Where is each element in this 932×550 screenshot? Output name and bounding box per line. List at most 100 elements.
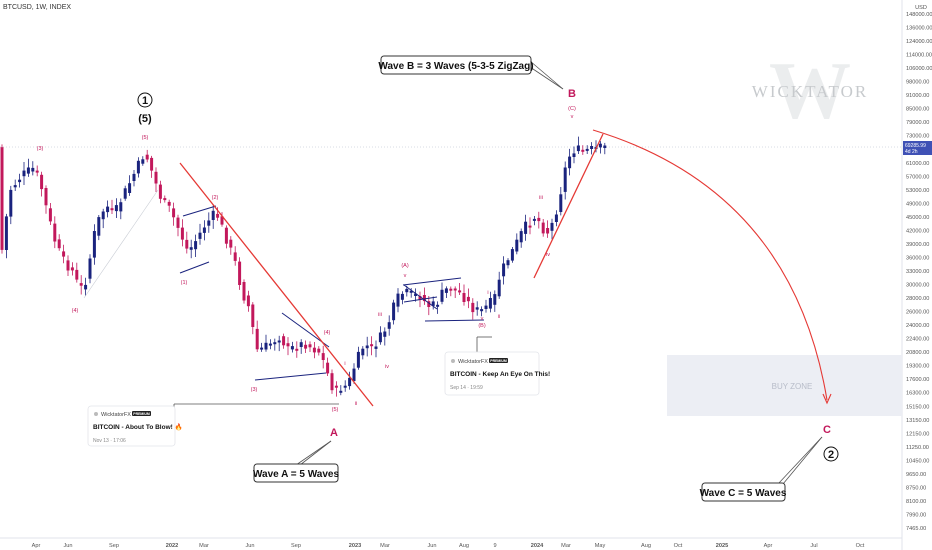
- price-tick-label: 10450.00: [906, 458, 929, 464]
- watermark-text: WICKTATOR: [752, 82, 868, 101]
- candle-body: [277, 340, 281, 343]
- callout-wave-b-text: Wave B = 3 Waves (5-3-5 ZigZag): [378, 61, 533, 72]
- plot-area[interactable]: [0, 0, 902, 538]
- wave-label: iii: [378, 312, 382, 318]
- premium-badge-text: PREMIUM: [133, 412, 150, 416]
- buy-zone-label: BUY ZONE: [772, 382, 813, 391]
- buy-zone-rect[interactable]: [667, 355, 902, 416]
- candle-body: [136, 160, 140, 174]
- candle-body: [392, 302, 396, 321]
- candle-body: [31, 167, 35, 172]
- wave-label: (A): [401, 263, 409, 269]
- candle-body: [251, 304, 255, 327]
- candle-body: [22, 170, 26, 177]
- symbol-header: BTCUSD, 1W, INDEX: [3, 4, 71, 11]
- idea-card-2[interactable]: WicktatorFX PREMIUM BITCOIN - Keep An Ey…: [444, 351, 550, 396]
- time-tick-label: Sep: [291, 543, 301, 549]
- time-axis[interactable]: Apr Jun Sep 2022 Mar Jun Sep 2023 Mar Jun Aug 9 2024…: [32, 543, 865, 549]
- card-title: BITCOIN - About To Blow! 🔥: [93, 423, 183, 431]
- candle-body: [576, 145, 580, 152]
- price-tick-label: 11250.00: [906, 445, 929, 451]
- candle-body: [453, 288, 457, 291]
- price-tick-label: 8100.00: [906, 499, 926, 505]
- candle-body: [537, 217, 541, 222]
- candle-body: [444, 288, 448, 293]
- candle-body: [304, 344, 308, 349]
- callout-wave-b[interactable]: Wave B = 3 Waves (5-3-5 ZigZag): [378, 55, 564, 90]
- candle-body: [44, 188, 48, 206]
- price-tick-label: 12150.00: [906, 431, 929, 437]
- card-avatar-icon: [451, 359, 455, 363]
- candle-body: [541, 222, 545, 234]
- channel-3-lower: [424, 319, 485, 322]
- wave-label: i: [487, 290, 488, 296]
- candle-body: [286, 343, 290, 347]
- candle-body: [480, 309, 484, 312]
- callout-wave-a[interactable]: Wave A = 5 Waves: [253, 440, 339, 483]
- candle-body: [462, 293, 466, 302]
- candle-body: [216, 213, 220, 218]
- candle-body: [110, 208, 114, 211]
- callout-wave-a-text: Wave A = 5 Waves: [253, 469, 339, 480]
- candle-body: [497, 279, 501, 297]
- wicktator-watermark: W WICKTATOR: [752, 45, 868, 136]
- price-axis[interactable]: USD 148000.00 136000.00 124000.00 114000.00…: [906, 5, 932, 532]
- candle-body: [471, 302, 475, 313]
- candle-body: [326, 362, 330, 374]
- candle-body: [260, 347, 264, 350]
- price-tick-label: 61000.00: [906, 161, 929, 167]
- candle-body: [18, 179, 22, 183]
- candle-body: [238, 261, 242, 285]
- candle-body: [9, 189, 13, 217]
- current-price-tag: 69285.99 4d 2h: [903, 141, 932, 155]
- wave-label: v: [571, 114, 574, 120]
- downtrend-line: [179, 162, 374, 407]
- time-tick-label: 2024: [531, 543, 544, 549]
- candle-body: [334, 385, 338, 388]
- ghost-trend: [83, 189, 159, 299]
- idea-card-1[interactable]: WicktatorFX PREMIUM BITCOIN - About To B…: [87, 405, 183, 447]
- callout-wave-c[interactable]: Wave C = 5 Waves: [700, 436, 823, 502]
- candle-body: [484, 305, 488, 309]
- time-tick-label: 2023: [349, 543, 361, 549]
- price-tick-label: 15150.00: [906, 404, 929, 410]
- wave-2-label: 2: [828, 449, 834, 461]
- candle-body: [554, 214, 558, 222]
- candle-body: [114, 205, 118, 212]
- candle-body: [308, 344, 312, 348]
- candle-body: [220, 216, 224, 225]
- triangle-1-lower: [179, 261, 210, 274]
- price-tick-label: 114000.00: [906, 53, 932, 59]
- time-tick-label: 2022: [166, 543, 178, 549]
- candle-body: [189, 247, 193, 250]
- candle-body: [198, 232, 202, 239]
- candle-body: [75, 269, 79, 280]
- card-title: BITCOIN - Keep An Eye On This!: [450, 371, 550, 378]
- candle-body: [343, 385, 347, 388]
- price-tick-label: 33000.00: [906, 269, 929, 275]
- candle-body: [374, 346, 378, 349]
- candle-body: [0, 147, 4, 250]
- candle-body: [141, 159, 145, 164]
- price-tick-label: 39000.00: [906, 242, 929, 248]
- currency-label: USD: [915, 5, 927, 11]
- flag-mid: [403, 296, 438, 303]
- candle-body: [387, 322, 391, 329]
- wave-label: (2): [212, 195, 219, 201]
- candle-body: [233, 252, 237, 261]
- card-avatar-icon: [94, 412, 98, 416]
- triangle-1-upper: [182, 205, 217, 217]
- price-tick-label: 91000.00: [906, 93, 929, 99]
- price-tick-label: 148000.00: [906, 12, 932, 18]
- time-tick-label: 2025: [716, 543, 728, 549]
- wave-1-label: 1: [142, 95, 148, 107]
- watermark-monogram: W: [769, 45, 851, 136]
- candle-body: [449, 288, 453, 291]
- candle-body: [414, 293, 418, 296]
- candle-body: [268, 343, 272, 346]
- candle-body: [405, 288, 409, 293]
- wave-label: (5): [142, 135, 149, 141]
- candle-body: [532, 218, 536, 221]
- card-date: Sep 14 · 19:59: [450, 385, 483, 391]
